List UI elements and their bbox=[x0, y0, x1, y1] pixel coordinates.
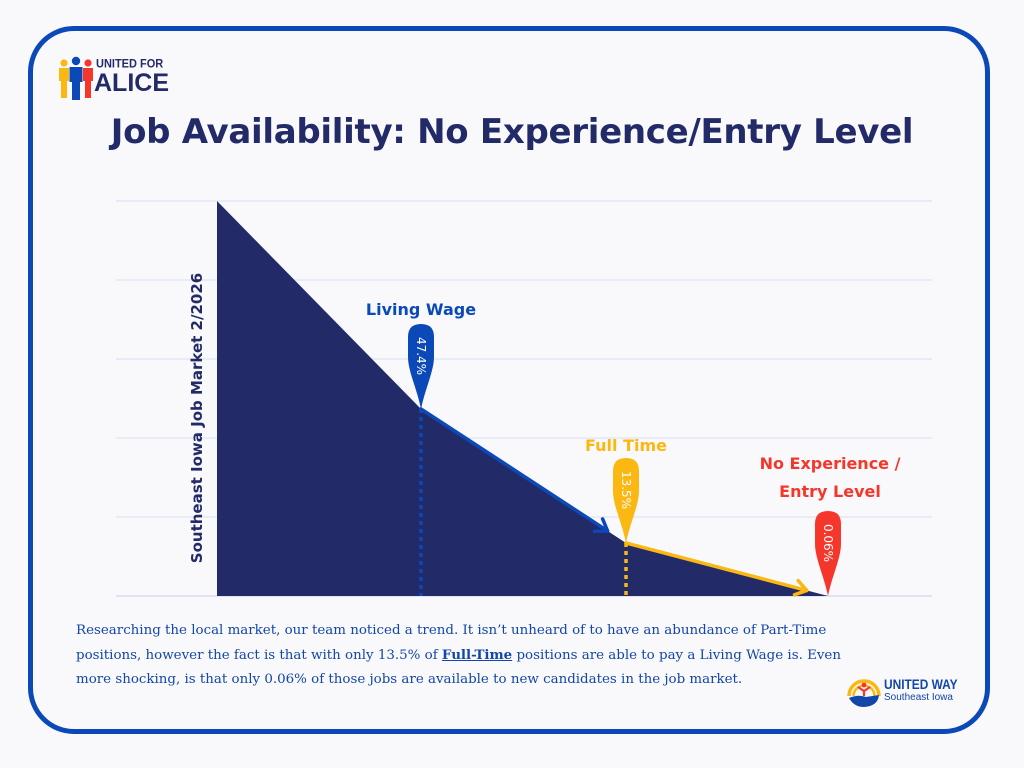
label-no-experience-line1: No Experience / bbox=[760, 454, 901, 473]
description-part1: Researching the local market, our team n… bbox=[76, 623, 827, 663]
description-emphasis: Full-Time bbox=[441, 647, 513, 663]
label-full-time: Full Time bbox=[585, 436, 667, 455]
arrow-full-time-line bbox=[624, 541, 809, 593]
united-way-logo: UNITED WAY Southeast Iowa bbox=[846, 672, 966, 712]
description-part2: positions are able to pay a Living Wage … bbox=[76, 648, 841, 687]
value-label-full-time: 13.5% bbox=[619, 471, 633, 509]
alice-logo-line1: UNITED FOR bbox=[96, 57, 164, 71]
united-way-rainbow-hand-icon bbox=[847, 679, 881, 707]
arrow-living-wage-line bbox=[419, 407, 610, 533]
label-living-wage: Living Wage bbox=[366, 300, 476, 319]
pin-marker-full-time bbox=[613, 458, 639, 543]
value-label-no-experience: 0.06% bbox=[821, 524, 835, 562]
description-paragraph: Researching the local market, our team n… bbox=[76, 619, 846, 692]
label-no-experience-line2: Entry Level bbox=[779, 482, 881, 501]
y-axis-label: Southeast Iowa Job Market 2/2026 bbox=[188, 273, 206, 563]
uw-logo-line1: UNITED WAY bbox=[884, 676, 958, 692]
people-icon bbox=[59, 56, 93, 100]
arrow-living-wage-arrowhead bbox=[592, 517, 610, 533]
united-for-alice-logo: UNITED FOR ALICE bbox=[58, 56, 169, 100]
uw-logo-line2: Southeast Iowa bbox=[884, 692, 953, 703]
pin-marker-no-experience bbox=[815, 511, 841, 596]
alice-logo-line2: ALICE bbox=[94, 69, 169, 97]
page-title: Job Availability: No Experience/Entry Le… bbox=[110, 112, 914, 152]
pin-marker-living-wage bbox=[408, 324, 434, 409]
value-label-living-wage: 47.4% bbox=[414, 337, 428, 375]
area-series bbox=[217, 201, 828, 596]
arrow-full-time-arrowhead bbox=[792, 578, 809, 597]
card-frame bbox=[28, 26, 990, 734]
